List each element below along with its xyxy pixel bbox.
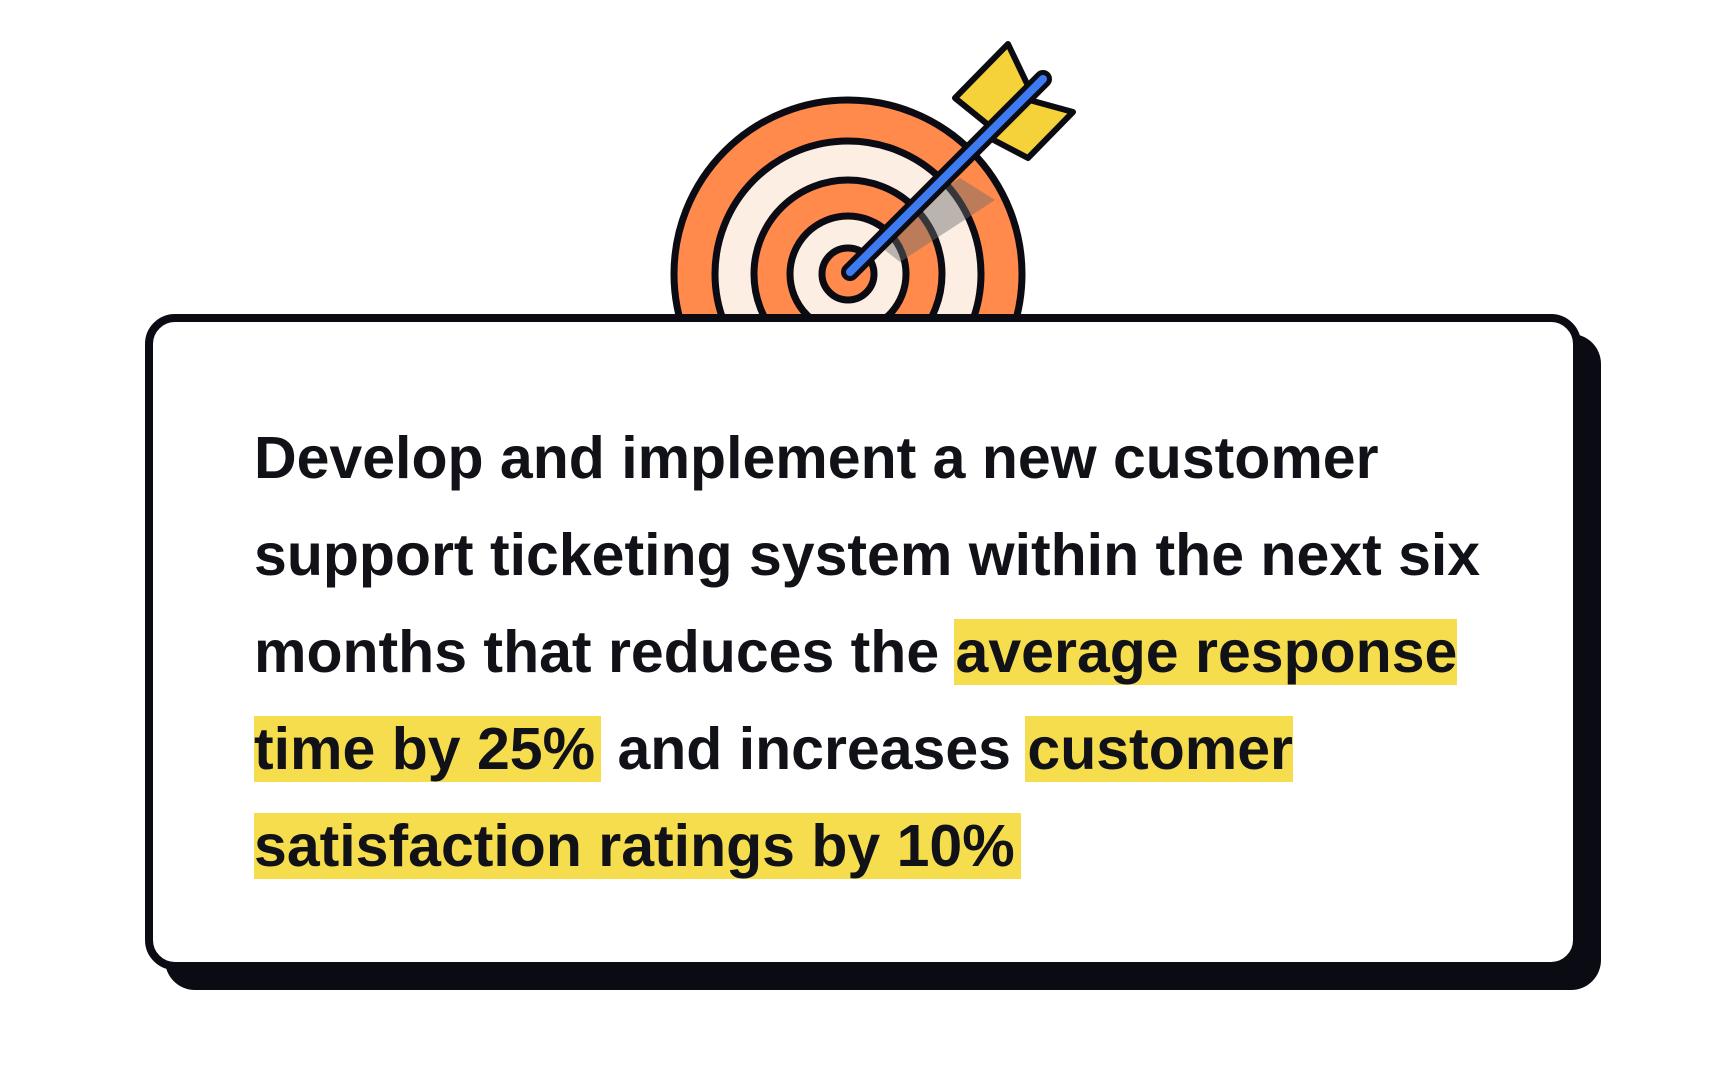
goal-text-intro: Develop and implement a new customer sup… <box>254 425 1481 685</box>
arrow-shaft <box>846 75 1047 276</box>
goal-text-connector: and increases <box>601 716 1028 782</box>
arrow-shadow <box>872 178 995 262</box>
goal-statement: Develop and implement a new customer sup… <box>254 410 1484 895</box>
